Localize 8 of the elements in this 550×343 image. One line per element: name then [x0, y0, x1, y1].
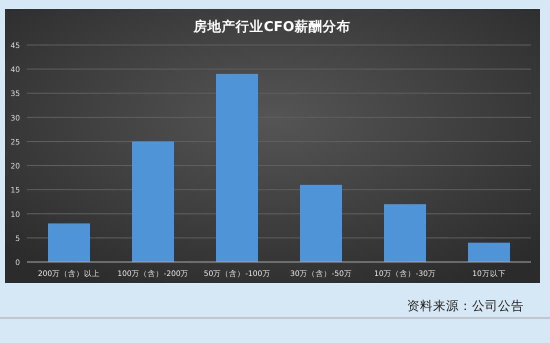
- bar: [132, 141, 174, 262]
- bar: [384, 204, 426, 262]
- text: 资料来源：公司公告: [407, 298, 524, 313]
- bar: [468, 242, 510, 262]
- bar: [216, 74, 258, 262]
- bar: [48, 223, 90, 262]
- bar: [300, 184, 342, 262]
- chart-title: 房地产行业CFO薪酬分布: [192, 18, 350, 35]
